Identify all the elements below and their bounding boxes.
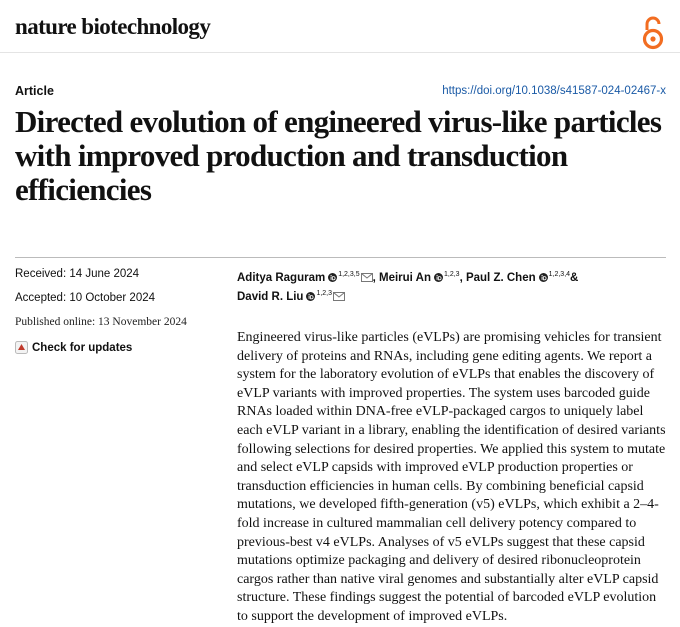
- check-updates-icon: [15, 341, 28, 354]
- author-separator: &: [570, 271, 579, 284]
- published-date: Published online: 13 November 2024: [15, 316, 187, 328]
- article-title: Directed evolution of engineered virus-l…: [15, 104, 662, 207]
- author-affiliations: 1,2,3: [316, 289, 333, 297]
- check-updates[interactable]: Check for updates: [15, 341, 132, 354]
- abstract: Engineered virus-like particles (eVLPs) …: [237, 330, 666, 624]
- orcid-icon: [328, 272, 338, 282]
- doi-link[interactable]: https://doi.org/10.1038/s41587-024-02467…: [442, 85, 666, 97]
- accepted-date: Accepted: 10 October 2024: [15, 292, 156, 304]
- author-affiliations: 1,2,3,5: [338, 271, 360, 278]
- author-affiliations: 1,2,3,4: [548, 271, 571, 278]
- author-list: Aditya Raguram 1,2,3,5, Meirui An 1,2,3, P…: [237, 267, 667, 305]
- article-type: Article: [15, 84, 54, 98]
- orcid-icon: [538, 272, 548, 282]
- received-date: Received: 14 June 2024: [15, 268, 140, 280]
- orcid-icon: [433, 272, 443, 282]
- open-access-icon: [642, 16, 664, 50]
- author-name: Meirui An: [379, 271, 431, 284]
- author: Aditya Raguram 1,2,3,5,: [237, 271, 376, 284]
- orcid-icon: [306, 291, 316, 301]
- author: David R. Liu 1,2,3: [237, 289, 346, 303]
- author-separator: ,: [459, 271, 463, 284]
- email-icon[interactable]: [333, 291, 346, 301]
- author: Paul Z. Chen 1,2,3,4&: [465, 271, 579, 284]
- author: Meirui An 1,2,3,: [379, 271, 463, 284]
- page: {"header": {"journal": "nature biotechno…: [0, 14, 680, 624]
- journal-name: nature biotechnology: [15, 14, 211, 39]
- author-separator: ,: [372, 271, 376, 284]
- author-name: David R. Liu: [237, 290, 304, 303]
- section-rule: [15, 257, 666, 258]
- author-name: Paul Z. Chen: [465, 271, 536, 284]
- check-updates-text: Check for updates: [32, 341, 133, 354]
- email-icon[interactable]: [360, 272, 373, 282]
- header-rule: [0, 52, 680, 53]
- author-affiliations: 1,2,3: [443, 271, 460, 278]
- author-name: Aditya Raguram: [237, 271, 326, 284]
